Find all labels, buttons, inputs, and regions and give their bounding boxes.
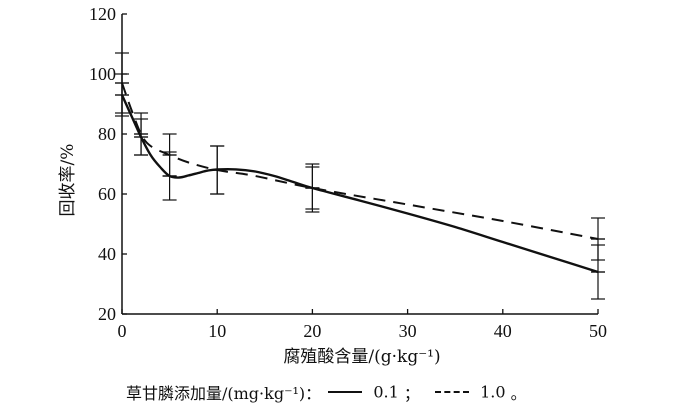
y-tick-label: 80 xyxy=(98,124,116,144)
legend-title: 草甘膦添加量/(mg·kg⁻¹)： xyxy=(126,384,322,403)
tick-layer: 20 40 60 80 100 120 0 10 20 30 40 50 xyxy=(89,4,607,341)
series-1 xyxy=(115,73,605,300)
legend: 草甘膦添加量/(mg·kg⁻¹)： 0.1 ； 1.0 。 xyxy=(126,380,527,404)
legend-separator: ； xyxy=(403,384,420,403)
x-tick-label: 10 xyxy=(208,321,226,341)
x-axis-label: 腐殖酸含量/(g·kg⁻¹) xyxy=(283,347,440,367)
x-tick-label: 40 xyxy=(494,321,512,341)
series-2 xyxy=(115,52,605,261)
legend-series-2-label: 1.0 xyxy=(480,382,506,402)
legend-solid-line-swatch xyxy=(328,391,363,393)
x-tick-label: 30 xyxy=(399,321,417,341)
legend-dashed-line-swatch xyxy=(435,391,470,393)
y-tick-label: 120 xyxy=(89,4,116,24)
y-axis-label: 回收率/% xyxy=(58,144,78,217)
legend-end-mark: 。 xyxy=(510,384,527,403)
axes xyxy=(121,13,599,315)
y-tick-label: 60 xyxy=(98,184,116,204)
legend-series-1-label: 0.1 xyxy=(373,382,399,402)
x-tick-label: 20 xyxy=(303,321,321,341)
series-2-line xyxy=(121,82,599,240)
x-tick-label: 50 xyxy=(589,321,607,341)
y-tick-label: 20 xyxy=(98,304,116,324)
series-1-line xyxy=(120,94,599,274)
y-tick-label: 100 xyxy=(89,64,116,84)
series-layer xyxy=(115,52,605,300)
y-tick-label: 40 xyxy=(98,244,116,264)
x-tick-label: 0 xyxy=(118,321,127,341)
